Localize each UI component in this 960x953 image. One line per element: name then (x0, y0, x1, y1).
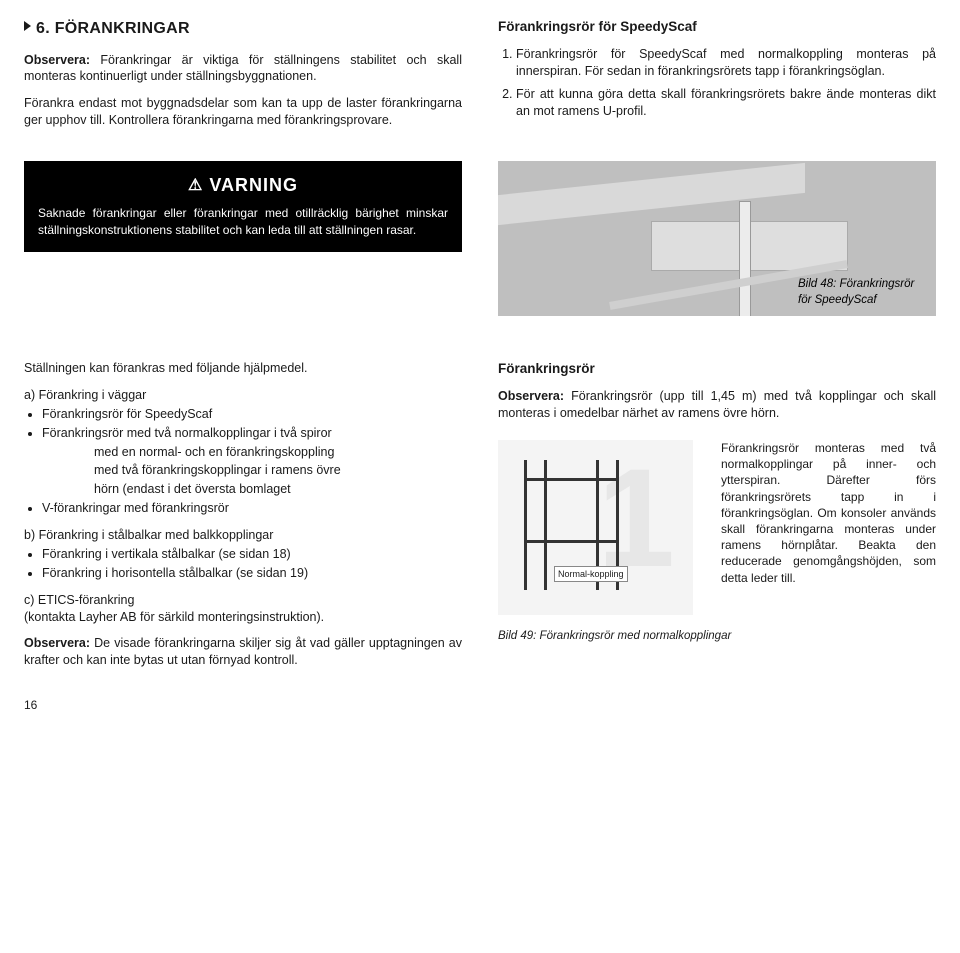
a-sub-2: med två förankringskopplingar i ramens ö… (94, 462, 462, 479)
section-number: 6. (36, 20, 50, 37)
right-intro-heading: Förankringsrör för SpeedyScaf (498, 18, 936, 36)
fig49-row: 1 Normal-koppling Förankringsrör montera… (498, 440, 936, 615)
b-list: Förankring i vertikala stålbalkar (se si… (24, 546, 462, 582)
right-intro-list: Förankringsrör för SpeedyScaf med normal… (498, 46, 936, 120)
warning-icon: ⚠ (188, 175, 203, 197)
section-heading: 6. FÖRANKRINGAR (24, 18, 462, 40)
a-item-1: Förankringsrör för SpeedyScaf (42, 406, 462, 423)
figure-49: 1 Normal-koppling (498, 440, 693, 615)
fig49-bar-1 (524, 478, 619, 481)
fig48-caption: Bild 48: Förankringsrör för SpeedyScaf (798, 277, 928, 308)
a-list: Förankringsrör för SpeedyScaf Förankring… (24, 406, 462, 442)
intro-p1: Observera: Förankringar är viktiga för s… (24, 52, 462, 86)
hjalpmedel-intro: Ställningen kan förankras med följande h… (24, 360, 462, 377)
b-item-1: Förankring i vertikala stålbalkar (se si… (42, 546, 462, 563)
section-title: FÖRANKRINGAR (55, 20, 190, 37)
warning-title: ⚠ VARNING (38, 173, 448, 197)
warning-box: ⚠ VARNING Saknade förankringar eller föra… (24, 161, 462, 252)
page-number: 16 (24, 697, 936, 713)
row-top: 6. FÖRANKRINGAR Observera: Förankringar … (24, 18, 936, 139)
a-sub-3: hörn (endast i det översta bomlaget (94, 481, 462, 498)
b-heading: b) Förankring i stålbalkar med balkkoppl… (24, 527, 462, 544)
observera-label-3: Observera: (498, 389, 564, 403)
fig49-caption: Bild 49: Förankringsrör med normalkoppli… (498, 629, 936, 645)
intro-p1-text: Förankringar är viktiga för ställningens… (24, 53, 462, 84)
bottom-left-col: Ställningen kan förankras med följande h… (24, 360, 462, 679)
warning-col: ⚠ VARNING Saknade förankringar eller föra… (24, 161, 462, 316)
a-item-2: Förankringsrör med två normalkopplingar … (42, 425, 462, 442)
bottom-note: Observera: De visade förankringarna skil… (24, 635, 462, 669)
row-warning-fig: ⚠ VARNING Saknade förankringar eller föra… (24, 161, 936, 316)
a-sublist: med en normal- och en förankringskopplin… (24, 444, 462, 499)
a-item-3: V-förankringar med förankringsrör (42, 500, 462, 517)
right-intro-li2: För att kunna göra detta skall förankrin… (516, 86, 936, 120)
c-heading: c) ETICS-förankring (24, 592, 462, 609)
fig49-label: Normal-koppling (554, 566, 628, 582)
row-bottom: Ställningen kan förankras med följande h… (24, 360, 936, 679)
bottom-right-col: Förankringsrör Observera: Förankringsrör… (498, 360, 936, 679)
triangle-marker-icon (24, 21, 31, 31)
figure-48: Bild 48: Förankringsrör för SpeedyScaf (498, 161, 936, 316)
right-intro-li1: Förankringsrör för SpeedyScaf med normal… (516, 46, 936, 80)
forankringsror-note: Observera: Förankringsrör (upp till 1,45… (498, 388, 936, 422)
b-item-2: Förankring i horisontella stålbalkar (se… (42, 565, 462, 582)
fig49-side-text: Förankringsrör monteras med två normalko… (721, 440, 936, 586)
c-body: (kontakta Layher AB för särkild monterin… (24, 609, 462, 626)
intro-p2: Förankra endast mot byggnadsdelar som ka… (24, 95, 462, 129)
fig48-col: Bild 48: Förankringsrör för SpeedyScaf (498, 161, 936, 316)
fig48-beam (498, 163, 805, 225)
a-list-cont: V-förankringar med förankringsrör (24, 500, 462, 517)
col-right-intro: Förankringsrör för SpeedyScaf Förankring… (498, 18, 936, 139)
warning-body: Saknade förankringar eller förankringar … (38, 205, 448, 237)
a-heading: a) Förankring i väggar (24, 387, 462, 404)
col-left-intro: 6. FÖRANKRINGAR Observera: Förankringar … (24, 18, 462, 139)
a-sub-1: med en normal- och en förankringskopplin… (94, 444, 462, 461)
observera-label: Observera: (24, 53, 90, 67)
forankringsror-heading: Förankringsrör (498, 360, 936, 378)
bottom-note-text: De visade förankringarna skiljer sig åt … (24, 636, 462, 667)
observera-label-2: Observera: (24, 636, 90, 650)
fig48-pipe (739, 201, 751, 316)
forankringsror-note-text: Förankringsrör (upp till 1,45 m) med två… (498, 389, 936, 420)
warning-title-text: VARNING (209, 175, 298, 195)
fig49-wrap: 1 Normal-koppling (498, 440, 693, 615)
fig49-bar-2 (524, 540, 619, 543)
